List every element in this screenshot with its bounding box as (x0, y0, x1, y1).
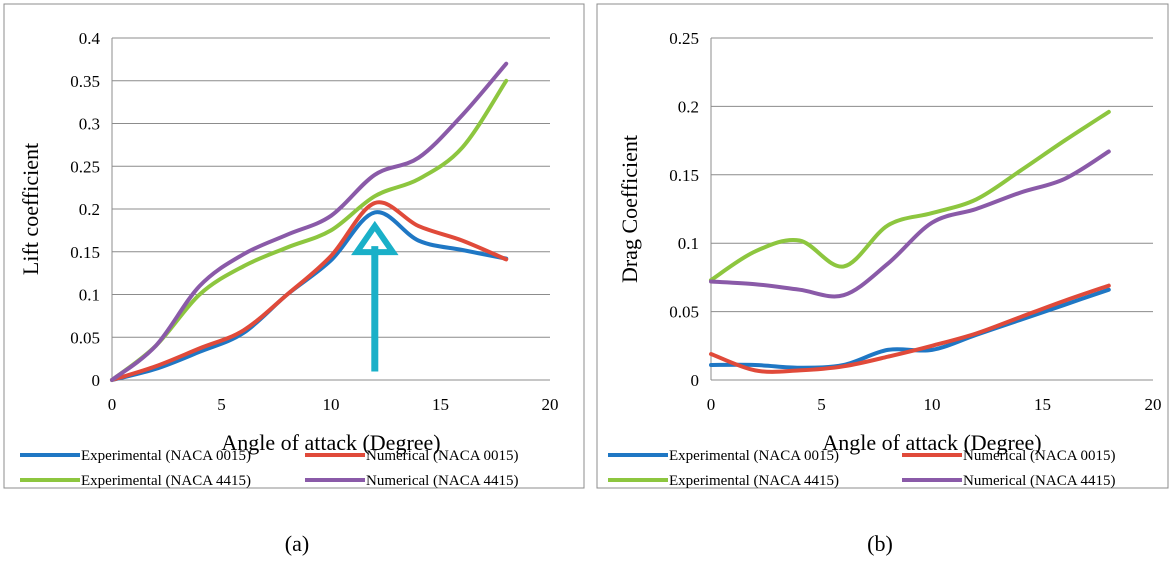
series-line-3 (709, 109, 1111, 283)
legend-label: Numerical (NACA 0015) (963, 448, 1115, 464)
series-line-4 (110, 61, 509, 382)
y-tick-label: 0.15 (669, 166, 699, 185)
legend-entry-2: Numerical (NACA 0015) (902, 448, 1115, 464)
legend-label: Numerical (NACA 0015) (366, 448, 518, 464)
panel-label: (a) (285, 531, 309, 556)
series-line-2 (110, 200, 509, 382)
y-axis-label: Drag Coefficient (617, 135, 642, 283)
y-tick-label: 0.05 (669, 303, 699, 322)
legend-entry-1: Experimental (NACA 0015) (20, 448, 251, 464)
series-line-3 (110, 78, 509, 382)
y-tick-label: 0.25 (669, 29, 699, 48)
y-tick-label: 0.25 (70, 157, 100, 176)
y-tick-label: 0 (691, 371, 700, 390)
x-tick-label: 10 (323, 395, 340, 414)
chart-frame (596, 3, 1169, 489)
series-line-2 (709, 283, 1111, 374)
legend-entry-3: Experimental (NACA 4415) (20, 473, 251, 489)
panel-label: (b) (867, 531, 893, 556)
y-tick-label: 0.35 (70, 72, 100, 91)
y-tick-label: 0.2 (79, 200, 100, 219)
y-tick-label: 0.05 (70, 328, 100, 347)
x-tick-label: 15 (1034, 395, 1051, 414)
y-tick-label: 0.2 (678, 97, 699, 116)
x-tick-label: 0 (108, 395, 117, 414)
x-tick-label: 15 (432, 395, 449, 414)
y-tick-label: 0.1 (79, 286, 100, 305)
series-line-4 (709, 149, 1111, 299)
y-tick-label: 0.15 (70, 243, 100, 262)
legend-label: Numerical (NACA 4415) (366, 473, 518, 489)
y-axis-label: Lift coefficient (18, 143, 43, 275)
legend-label: Experimental (NACA 0015) (81, 448, 251, 464)
legend-label: Experimental (NACA 0015) (669, 448, 839, 464)
chart-frame (3, 3, 585, 489)
x-tick-label: 10 (924, 395, 941, 414)
x-tick-label: 5 (817, 395, 826, 414)
legend-label: Numerical (NACA 4415) (963, 473, 1115, 489)
y-tick-label: 0.4 (79, 29, 101, 48)
legend-entry-3: Experimental (NACA 4415) (608, 473, 839, 489)
x-tick-label: 0 (707, 395, 716, 414)
chart-panel-b: 0 0.05 0.1 0.15 0.2 0.25 0 5 10 15 20 Angle of atta… (596, 3, 1169, 556)
legend-entry-4: Numerical (NACA 4415) (305, 473, 518, 489)
x-axis-label: Angle of attack (Degree) (221, 430, 440, 455)
legend-entry-1: Experimental (NACA 0015) (608, 448, 839, 464)
x-tick-label: 20 (1145, 395, 1162, 414)
x-tick-label: 20 (542, 395, 559, 414)
legend-label: Experimental (NACA 4415) (669, 473, 839, 489)
annotation-arrow (351, 220, 399, 372)
chart-panel-a: 0 0.05 0.1 0.15 0.2 0.25 0.3 0.35 0.4 0 5 10 15 20 Ang… (3, 3, 585, 556)
legend-entry-4: Numerical (NACA 4415) (902, 473, 1115, 489)
legend-entry-2: Numerical (NACA 0015) (305, 448, 518, 464)
y-tick-label: 0.1 (678, 234, 699, 253)
arrow-head (351, 220, 399, 256)
y-tick-label: 0 (92, 371, 101, 390)
series-line-1 (709, 287, 1111, 370)
legend-label: Experimental (NACA 4415) (81, 473, 251, 489)
x-tick-label: 5 (217, 395, 226, 414)
x-axis-label: Angle of attack (Degree) (822, 430, 1041, 455)
y-tick-label: 0.3 (79, 115, 100, 134)
